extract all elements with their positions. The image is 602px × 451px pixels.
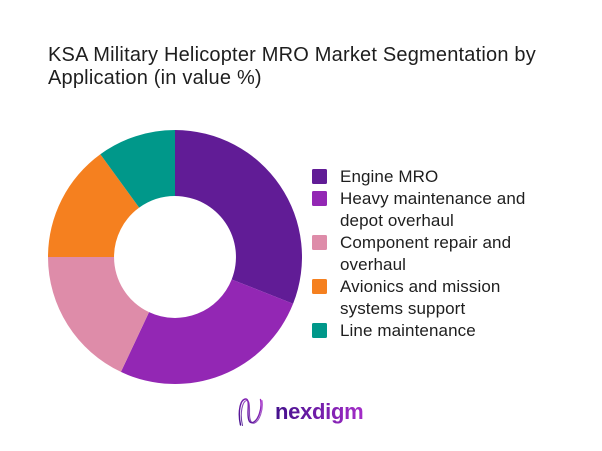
chart-title-line1: KSA Military Helicopter MRO Market Segme…	[48, 44, 536, 66]
donut-chart	[48, 130, 302, 384]
donut-segment-component-repair-and-overhaul	[48, 257, 150, 372]
donut-segment-heavy-maintenance-and-depot-overhaul	[120, 279, 294, 384]
legend-label: Heavy maintenance and depot overhaul	[340, 189, 526, 230]
legend-swatch	[312, 323, 327, 338]
chart-title-line2: Application (in value %)	[48, 67, 262, 89]
donut-segment-engine-mro	[175, 130, 302, 304]
nexdigm-logo: nexdigm	[236, 396, 364, 428]
legend-item: Line maintenance	[312, 320, 562, 342]
legend-swatch	[312, 279, 327, 294]
chart-title: KSA Military Helicopter MRO Market Segme…	[48, 44, 578, 90]
legend-label: Avionics and mission systems support	[340, 277, 501, 318]
legend-swatch	[312, 235, 327, 250]
legend-label: Engine MRO	[340, 167, 439, 186]
chart-legend: Engine MRO Heavy maintenance and depot o…	[312, 166, 562, 342]
nexdigm-wordmark: nexdigm	[275, 399, 364, 424]
legend-item: Engine MRO	[312, 166, 562, 188]
legend-item: Component repair and overhaul	[312, 232, 562, 276]
donut-segment-avionics-and-mission-systems-support	[48, 154, 140, 257]
legend-label: Component repair and overhaul	[340, 233, 512, 274]
legend-swatch	[312, 191, 327, 206]
nexdigm-logo-mark-icon	[238, 398, 263, 427]
legend-swatch	[312, 169, 327, 184]
legend-label: Line maintenance	[340, 321, 476, 340]
legend-item: Heavy maintenance and depot overhaul	[312, 188, 562, 232]
legend-item: Avionics and mission systems support	[312, 276, 562, 320]
donut-segment-line-maintenance	[100, 130, 175, 208]
